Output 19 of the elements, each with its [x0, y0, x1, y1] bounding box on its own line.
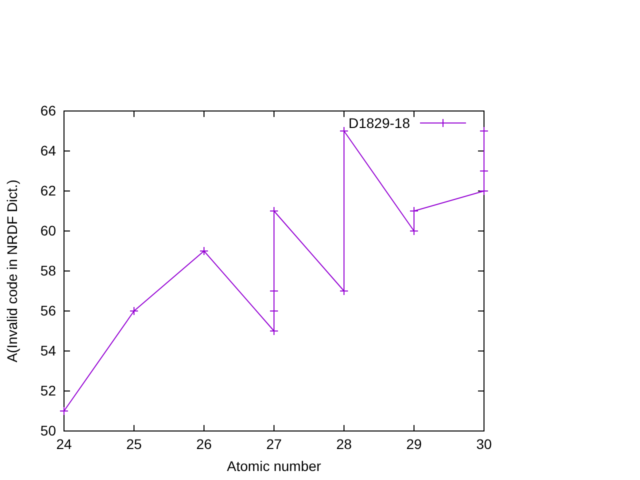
x-tick-label: 24 — [56, 436, 72, 452]
y-tick-label: 62 — [40, 182, 56, 198]
y-tick-label: 50 — [40, 422, 56, 438]
x-tick-label: 25 — [126, 436, 142, 452]
y-tick-label: 54 — [40, 342, 56, 358]
y-tick-label: 60 — [40, 222, 56, 238]
x-axis-title: Atomic number — [226, 458, 322, 474]
x-tick-label: 27 — [266, 436, 282, 452]
y-axis-title: A(Invalid code in NRDF Dict.) — [4, 180, 20, 362]
y-tick-label: 52 — [40, 382, 56, 398]
x-tick-label: 29 — [406, 436, 422, 452]
x-tick-label: 30 — [476, 436, 492, 452]
y-tick-label: 56 — [40, 302, 56, 318]
series-label: D1829-18 — [348, 115, 410, 131]
y-tick-label: 64 — [40, 142, 56, 158]
x-tick-label: 26 — [196, 436, 212, 452]
y-tick-label: 58 — [40, 262, 56, 278]
x-tick-label: 28 — [336, 436, 352, 452]
y-tick-label: 66 — [40, 102, 56, 118]
